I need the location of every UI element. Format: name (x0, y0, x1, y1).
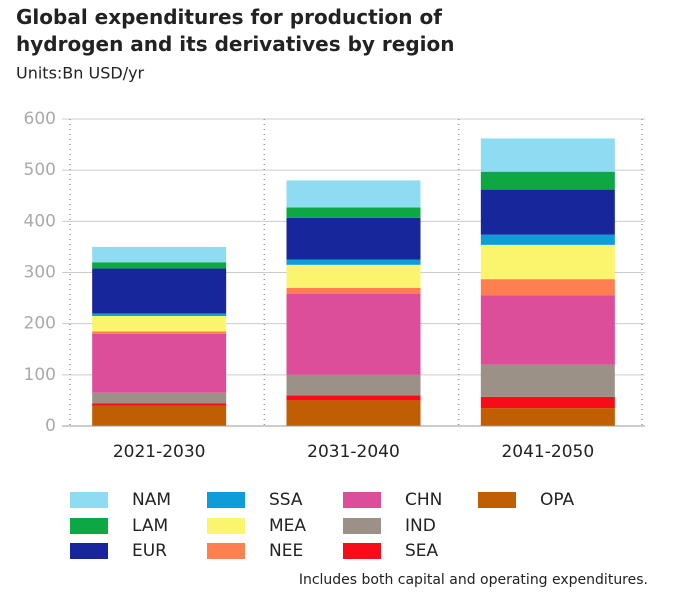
subtitle: Units:Bn USD/yr (16, 64, 145, 83)
bar-segment (286, 217, 421, 260)
bar-segment (480, 396, 615, 409)
bar-segment (286, 207, 421, 218)
bar-segment (286, 259, 421, 265)
bar-segment (480, 189, 615, 235)
legend-swatch (343, 492, 381, 508)
legend-label: EUR (132, 541, 167, 561)
bar-segment (92, 392, 227, 404)
bar-segment (286, 400, 421, 426)
y-tick-label: 0 (45, 416, 56, 436)
x-tick-label: 2021-2030 (113, 442, 206, 462)
legend-label: OPA (540, 490, 575, 510)
bar-segment (92, 331, 227, 334)
legend-label: NAM (132, 490, 171, 510)
bar-segment (480, 279, 615, 296)
bar-segment (92, 268, 227, 314)
legend-swatch (70, 543, 108, 559)
legend-label: SEA (405, 541, 439, 561)
legend-label: MEA (269, 516, 306, 536)
legend-swatch (343, 518, 381, 534)
chart-title: Global expenditures for production of hyd… (16, 5, 455, 56)
legend-swatch (207, 543, 245, 559)
bar-segment (92, 246, 227, 263)
bar-segment (480, 295, 615, 365)
bar-segment (92, 262, 227, 269)
bar-segment (286, 180, 421, 208)
y-tick-label: 100 (24, 365, 56, 385)
y-tick-label: 500 (24, 160, 56, 180)
y-tick-label: 300 (24, 263, 56, 283)
bar-segment (92, 315, 227, 332)
legend-swatch (478, 492, 516, 508)
x-tick-label: 2041-2050 (501, 442, 594, 462)
legend-swatch (343, 543, 381, 559)
legend-swatch (70, 492, 108, 508)
y-tick-label: 600 (24, 109, 56, 129)
legend-label: SSA (269, 490, 303, 510)
legend-label: NEE (269, 541, 303, 561)
bar-segment (92, 403, 227, 406)
bar-segment (480, 244, 615, 280)
x-tick-label: 2031-2040 (307, 442, 400, 462)
bar-segment (286, 287, 421, 294)
bar-segment (480, 408, 615, 426)
legend-swatch (207, 492, 245, 508)
bar-segment (286, 374, 421, 396)
bar-segment (92, 333, 227, 393)
legend-swatch (207, 518, 245, 534)
bar-segment (480, 364, 615, 397)
bar-segment (92, 405, 227, 426)
legend-label: CHN (405, 490, 442, 510)
y-tick-label: 400 (24, 211, 56, 231)
note: Includes both capital and operating expe… (299, 572, 648, 588)
bar-segment (286, 264, 421, 288)
y-tick-label: 200 (24, 314, 56, 334)
bar-segment (286, 293, 421, 375)
legend-label: IND (405, 516, 436, 536)
bar-segment (480, 138, 615, 172)
bar-segment (92, 313, 227, 316)
legend-swatch (70, 518, 108, 534)
bar-segment (480, 234, 615, 245)
legend-label: LAM (132, 516, 168, 536)
bar-segment (480, 171, 615, 190)
bar-segment (286, 395, 421, 401)
